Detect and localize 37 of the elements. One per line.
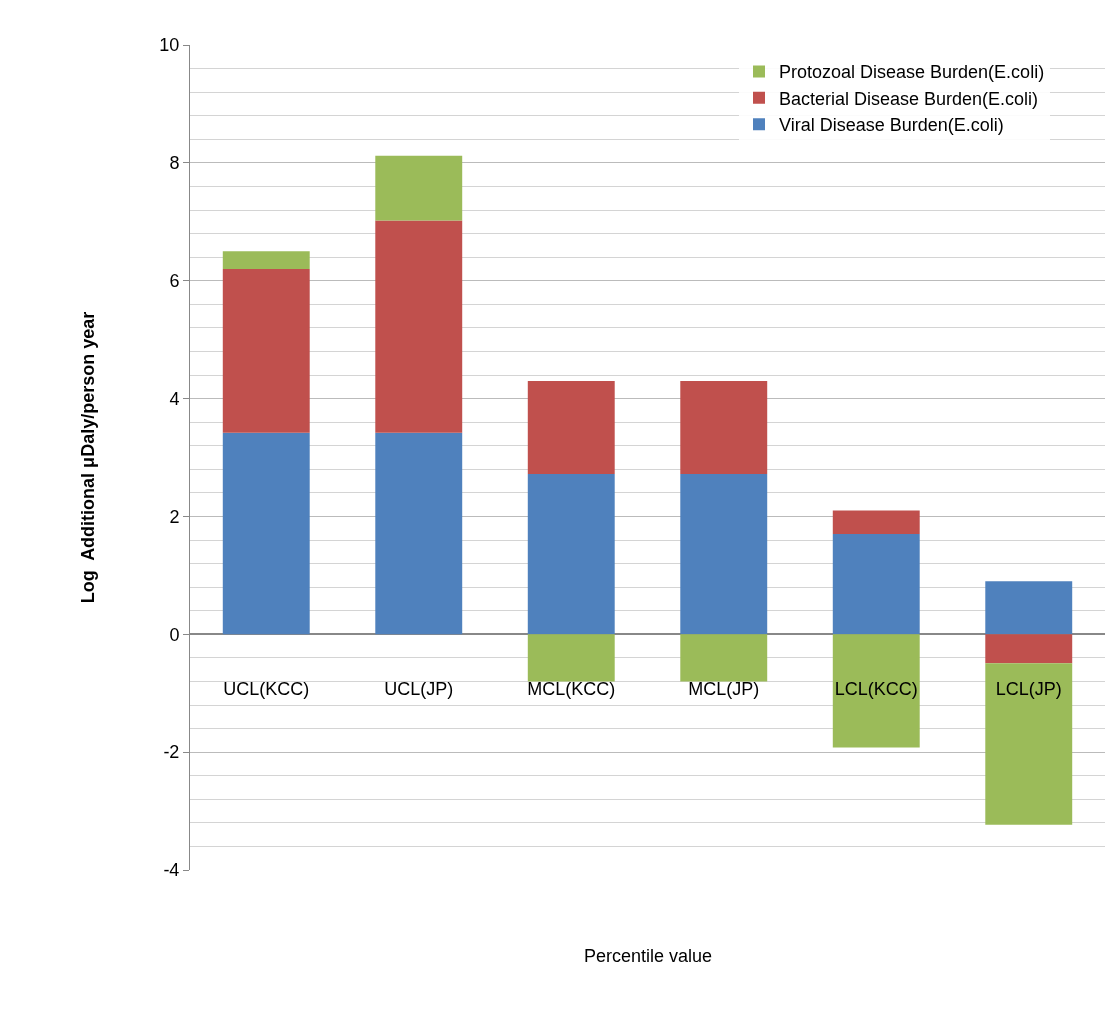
legend-label: Bacterial Disease Burden(E.coli) [779,88,1039,109]
bar [832,510,920,535]
y-axis-title: Log Additional μDaly/person year [77,311,98,604]
bar [527,474,615,635]
bar [832,634,920,748]
bar [985,581,1073,635]
bar [375,220,463,433]
y-tick-label: 2 [169,506,180,527]
bar [680,380,768,474]
legend-label: Viral Disease Burden(E.coli) [779,115,1004,136]
bar [222,268,310,433]
x-tick-label: UCL(KCC) [223,679,310,700]
y-tick-label: 8 [169,153,180,174]
bar [527,380,615,474]
bar [680,474,768,635]
x-tick-label: MCL(KCC) [527,679,616,700]
bar [375,432,463,635]
bar [832,534,920,635]
y-tick-label: 0 [169,624,180,645]
y-tick-label: 10 [159,35,180,56]
x-axis-title: Percentile value [584,946,713,966]
x-tick-label: LCL(KCC) [834,679,918,700]
x-tick-label: UCL(JP) [384,679,454,700]
y-tick-label: -4 [163,860,180,881]
bar [222,251,310,269]
x-tick-label: LCL(JP) [995,679,1062,700]
bar [680,634,768,682]
bar [985,634,1073,664]
legend-label: Protozoal Disease Burden(E.coli) [779,62,1045,83]
bar [222,432,310,635]
bar [527,634,615,682]
bar [375,155,463,221]
y-tick-label: -2 [163,742,180,763]
x-tick-label: MCL(JP) [688,679,760,700]
y-tick-label: 4 [169,388,180,409]
y-tick-label: 6 [169,271,180,292]
bar [985,663,1073,825]
